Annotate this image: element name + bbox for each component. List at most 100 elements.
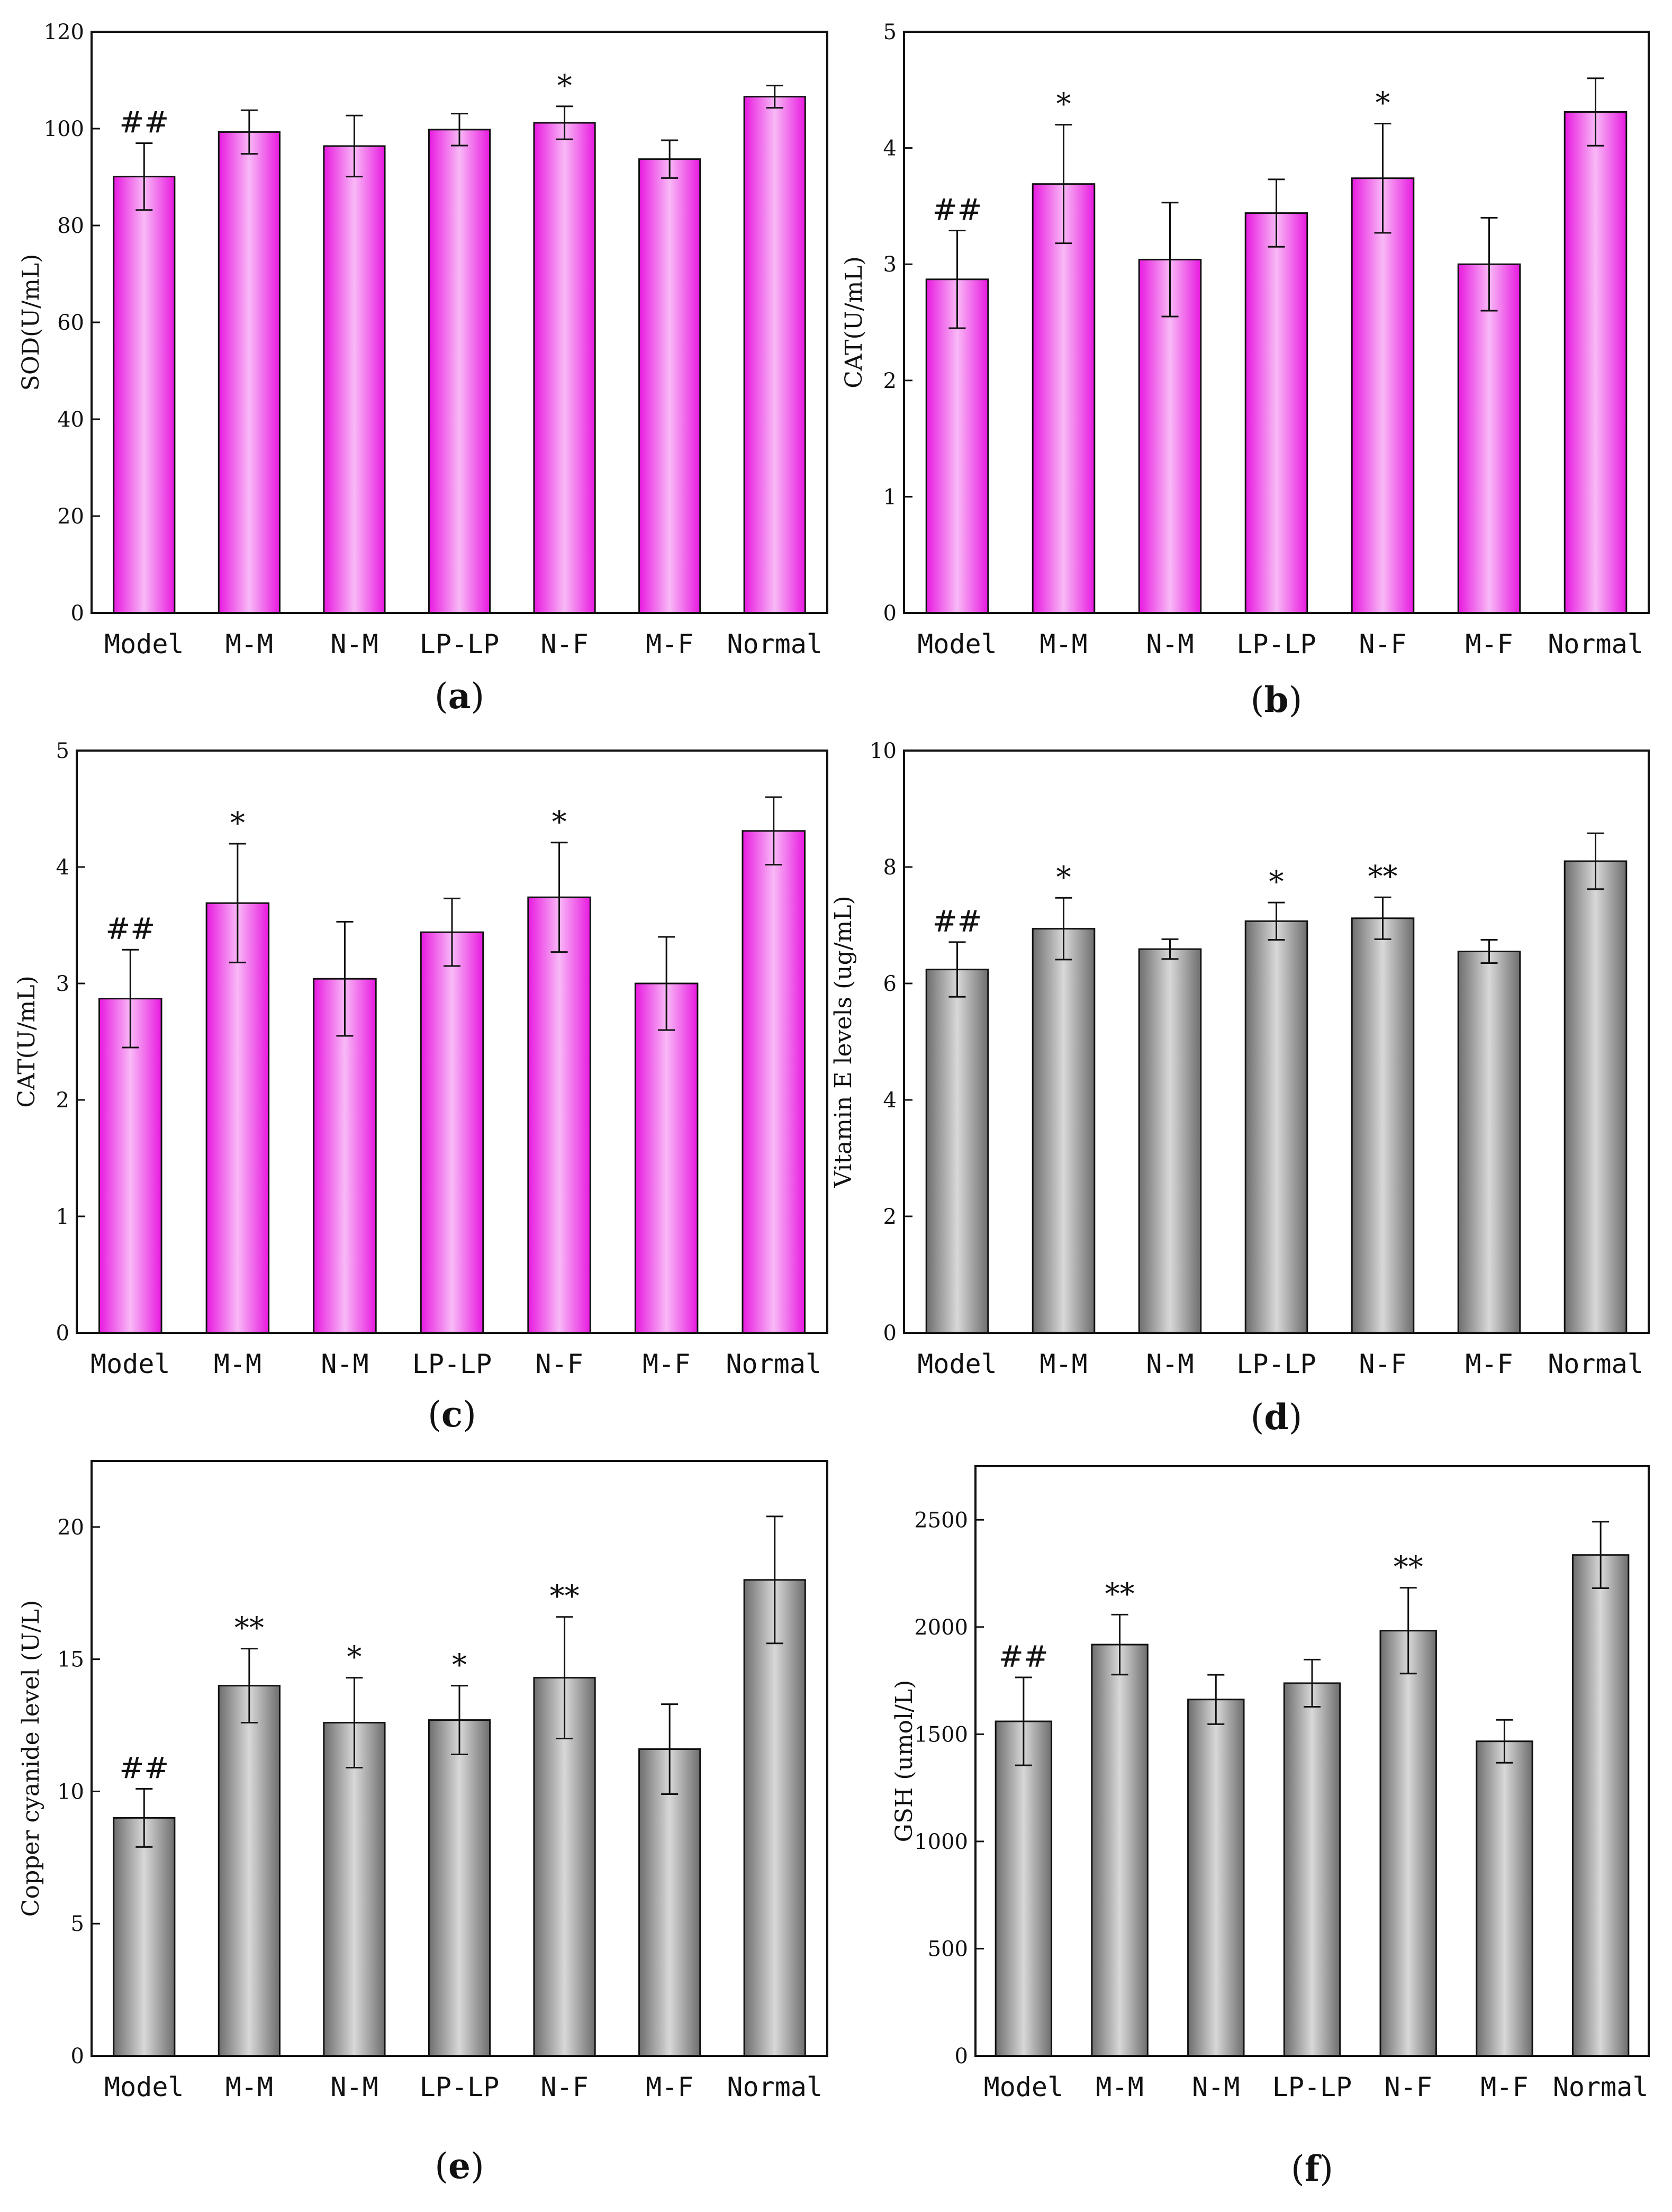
- x-tick-label-b: N-M: [1146, 629, 1194, 660]
- significance-e-model: ##: [119, 1751, 169, 1785]
- y-tick-label-a: 40: [57, 408, 84, 432]
- error-bar-c-lp-lp: [444, 897, 460, 967]
- significance-b-n-f: *: [1376, 86, 1390, 120]
- y-tick-label-d: 0: [883, 1321, 897, 1346]
- y-tick-label-f: 2500: [914, 1508, 968, 1532]
- x-tick-label-b: M-M: [1040, 629, 1087, 660]
- x-tick-label-d: M-M: [1040, 1349, 1087, 1379]
- error-bar-c-m-m: [229, 843, 246, 963]
- panel-caption-d: (d): [1251, 1396, 1303, 1438]
- y-tick-label-d: 10: [870, 739, 897, 763]
- bar-b-m-f: [1457, 263, 1521, 614]
- error-bar-e-normal: [766, 1515, 783, 1645]
- y-tick-label-a: 80: [57, 214, 84, 238]
- error-bar-a-n-m: [346, 114, 363, 178]
- panel-caption-b: (b): [1251, 679, 1303, 720]
- bar-f-model: [995, 1720, 1053, 2057]
- x-tick-label-c: LP-LP: [412, 1349, 492, 1379]
- error-bar-c-m-f: [658, 936, 675, 1031]
- x-tick-label-f: Normal: [1553, 2072, 1649, 2102]
- x-tick-label-b: M-F: [1465, 629, 1513, 660]
- error-bar-a-m-f: [661, 139, 679, 179]
- x-tick-label-d: M-F: [1465, 1349, 1513, 1379]
- bar-f-n-f: [1379, 1630, 1437, 2057]
- significance-f-model: ##: [999, 1640, 1049, 1674]
- error-bar-d-lp-lp: [1268, 901, 1285, 941]
- y-tick-label-c: 4: [56, 855, 69, 880]
- x-tick-label-c: Normal: [726, 1349, 821, 1379]
- bar-f-m-f: [1476, 1740, 1533, 2057]
- bar-a-model: [113, 176, 176, 614]
- bar-c-lp-lp: [420, 931, 484, 1334]
- error-bar-f-n-f: [1399, 1587, 1417, 1675]
- x-tick-label-e: N-F: [540, 2072, 588, 2102]
- bar-d-n-m: [1138, 948, 1202, 1334]
- x-tick-label-a: Model: [104, 629, 184, 660]
- bar-c-n-f: [527, 896, 591, 1334]
- bar-d-model: [925, 969, 989, 1334]
- error-bar-e-lp-lp: [451, 1685, 468, 1756]
- bar-d-lp-lp: [1244, 920, 1308, 1334]
- bar-b-lp-lp: [1244, 212, 1308, 614]
- y-axis-title-f: GSH (umol/L): [891, 1680, 918, 1843]
- y-axis-title-b: CAT(U/mL): [840, 256, 867, 389]
- y-tick-label-e: 10: [57, 1780, 84, 1804]
- error-bar-e-model: [135, 1787, 153, 1848]
- error-bar-b-m-f: [1480, 216, 1498, 312]
- chart-panel-f: ## Model ** M-M N-M LP-LP ** N-F M-F Normal 0 500 10…: [891, 1465, 1650, 2189]
- bar-e-n-f: [533, 1677, 596, 2057]
- significance-f-n-f: **: [1394, 1550, 1423, 1585]
- plot-frame-b: [903, 31, 1650, 614]
- error-bar-a-m-m: [240, 109, 258, 155]
- plot-frame-f: [974, 1465, 1650, 2057]
- bar-f-normal: [1571, 1554, 1630, 2057]
- bar-c-normal: [742, 830, 806, 1334]
- x-tick-label-c: Model: [91, 1349, 170, 1379]
- chart-panel-b: ## Model * M-M N-M LP-LP * N-F M-F Normal 0 1 2 3 4 5 CA…: [840, 20, 1650, 720]
- bar-c-n-m: [313, 978, 377, 1334]
- error-bar-d-model: [948, 941, 966, 998]
- bar-a-m-f: [638, 158, 701, 614]
- panel-caption-a: (a): [435, 675, 484, 717]
- y-tick-label-b: 3: [883, 252, 897, 277]
- x-tick-label-a: N-F: [540, 629, 588, 660]
- x-tick-label-a: Normal: [727, 629, 823, 660]
- y-tick-label-c: 5: [56, 739, 69, 763]
- significance-e-n-m: *: [347, 1640, 361, 1675]
- y-tick-label-e: 20: [57, 1515, 84, 1540]
- x-tick-label-d: Normal: [1548, 1349, 1643, 1379]
- bar-b-m-m: [1032, 183, 1096, 614]
- bar-a-normal: [743, 96, 806, 614]
- y-tick-label-c: 3: [56, 972, 69, 996]
- bar-e-n-m: [323, 1722, 386, 2057]
- x-tick-label-e: Normal: [727, 2072, 823, 2102]
- y-tick-label-e: 0: [71, 2044, 84, 2069]
- chart-panel-a: ## Model M-M N-M LP-LP * N-F M-F Normal 0 20 40 60 80…: [17, 20, 828, 717]
- y-axis-title-a: SOD(U/mL): [17, 254, 44, 391]
- x-tick-label-c: M-F: [643, 1349, 690, 1379]
- error-bar-b-n-m: [1161, 202, 1179, 318]
- significance-b-model: ##: [933, 193, 982, 228]
- bar-f-m-m: [1091, 1644, 1149, 2057]
- bar-e-m-m: [218, 1685, 281, 2057]
- bar-d-m-m: [1032, 928, 1096, 1334]
- significance-f-m-m: **: [1105, 1577, 1135, 1611]
- error-bar-e-m-f: [661, 1703, 679, 1795]
- significance-c-model: ##: [105, 912, 155, 946]
- y-tick-label-a: 20: [57, 504, 84, 529]
- plot-frame-e: [91, 1460, 828, 2057]
- bar-a-n-m: [323, 145, 386, 614]
- error-bar-d-m-f: [1480, 939, 1498, 964]
- x-tick-label-d: Model: [917, 1349, 997, 1379]
- panel-caption-f: (f): [1291, 2148, 1333, 2189]
- x-tick-label-c: N-F: [535, 1349, 583, 1379]
- significance-e-m-m: **: [234, 1611, 264, 1646]
- bar-b-model: [925, 278, 989, 614]
- error-bar-f-model: [1015, 1676, 1032, 1766]
- error-bar-b-n-f: [1374, 122, 1391, 234]
- error-bar-b-m-m: [1055, 124, 1072, 245]
- y-tick-label-e: 15: [57, 1648, 84, 1672]
- y-axis-title-c: CAT(U/mL): [13, 976, 40, 1108]
- x-tick-label-a: M-M: [225, 629, 273, 660]
